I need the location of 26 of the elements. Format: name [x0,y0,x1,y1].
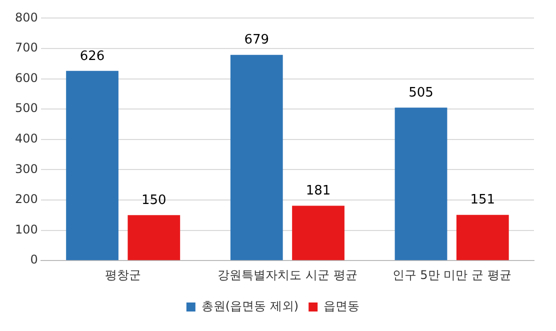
y-tick-label: 100 [15,222,38,236]
y-tick-label: 400 [15,132,38,146]
bar [128,215,180,260]
legend-label: 읍면동 [324,299,360,314]
data-label: 505 [408,85,434,100]
data-label: 181 [306,184,331,199]
y-tick-label: 500 [15,101,38,116]
bar [230,54,283,260]
x-tick-label: 인구 5만 미만 군 평균 [392,268,512,282]
x-tick-label: 평창군 [105,268,142,282]
data-label: 151 [470,192,496,208]
data-label: 150 [141,193,166,208]
y-tick-label: 700 [15,40,38,55]
y-tick-label: 0 [30,252,38,267]
data-label: 679 [244,32,270,48]
bar [66,70,118,260]
x-tick-label: 강원특별자치도 시군 평균 [218,268,358,282]
legend-label: 총원(읍면동 제외) [201,299,299,314]
bar [394,108,448,260]
bar [292,206,344,260]
y-tick-label: 200 [15,192,38,206]
y-tick-label: 800 [15,10,38,24]
y-tick-label: 600 [15,70,38,85]
bar [456,214,509,260]
data-label: 626 [80,48,105,64]
y-tick-label: 300 [15,162,38,176]
